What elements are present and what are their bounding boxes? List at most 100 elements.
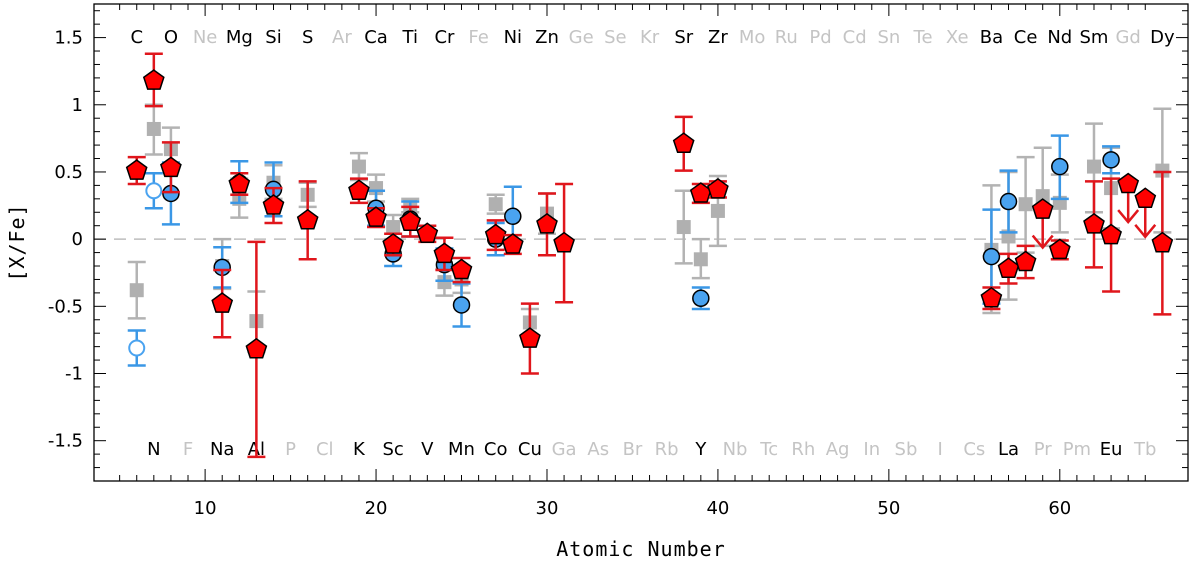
- pentagon-series: [125, 52, 1174, 459]
- element-label-ar: Ar: [332, 27, 352, 48]
- element-label-xe: Xe: [946, 27, 969, 48]
- data-point-pentagon: [672, 132, 695, 153]
- data-point-pentagon: [142, 69, 165, 90]
- y-tick-label: -0.5: [48, 296, 83, 317]
- data-point-square: [1155, 163, 1170, 178]
- data-point-circle: [452, 296, 471, 314]
- upper-limit-arrowhead: [1031, 234, 1054, 250]
- square-series: [127, 103, 1172, 354]
- data-point-pentagon: [433, 242, 456, 264]
- y-axis-ticks: -1.5 -1 -0.5 0 0.5 1 1.5: [48, 10, 1188, 469]
- element-label-sn: Sn: [877, 27, 900, 48]
- element-label-n: N: [147, 439, 160, 460]
- data-point-square: [693, 252, 708, 267]
- element-label-cl: Cl: [316, 439, 334, 460]
- element-label-mo: Mo: [739, 27, 766, 48]
- element-label-si: Si: [265, 27, 281, 48]
- element-label-i: I: [937, 439, 942, 460]
- element-label-pr: Pr: [1034, 439, 1053, 460]
- element-label-ag: Ag: [826, 439, 850, 460]
- data-point-square: [488, 197, 503, 212]
- element-label-ba: Ba: [980, 27, 1003, 48]
- data-point-pentagon: [997, 257, 1020, 278]
- element-label-sm: Sm: [1080, 27, 1109, 48]
- element-label-sr: Sr: [674, 27, 693, 48]
- element-label-rh: Rh: [791, 439, 815, 460]
- data-point-pentagon: [160, 156, 182, 178]
- element-label-ce: Ce: [1014, 27, 1038, 48]
- element-label-ni: Ni: [504, 27, 522, 48]
- data-point-pentagon: [1151, 231, 1174, 253]
- data-point-square: [437, 275, 452, 290]
- y-tick-label: 1: [72, 95, 83, 116]
- data-point-pentagon: [553, 231, 575, 253]
- y-tick-label: -1.5: [48, 431, 83, 452]
- data-point-pentagon: [348, 179, 370, 201]
- data-point-pentagon: [450, 258, 473, 280]
- element-label-ti: Ti: [402, 27, 418, 48]
- element-label-in: In: [863, 439, 880, 460]
- data-point-square: [386, 220, 401, 235]
- y-tick-label: 0: [72, 229, 83, 250]
- element-label-sc: Sc: [382, 439, 403, 460]
- element-label-s: S: [302, 27, 313, 48]
- x-tick-label: 40: [706, 498, 729, 519]
- data-point-pentagon: [296, 208, 319, 230]
- data-point-square: [351, 159, 366, 174]
- data-point-pentagon: [365, 206, 387, 227]
- element-label-gd: Gd: [1115, 27, 1140, 48]
- element-label-la: La: [998, 439, 1019, 460]
- element-label-y: Y: [694, 439, 707, 460]
- x-tick-label: 50: [877, 498, 900, 519]
- element-label-se: Se: [604, 27, 627, 48]
- element-label-br: Br: [623, 439, 643, 460]
- data-point-open-circle: [145, 182, 163, 200]
- data-point-pentagon: [382, 233, 404, 254]
- element-label-rb: Rb: [655, 439, 679, 460]
- data-point-pentagon: [1100, 223, 1122, 245]
- data-point-square: [1018, 197, 1033, 212]
- element-label-eu: Eu: [1100, 439, 1123, 460]
- element-label-k: K: [353, 439, 366, 460]
- data-point-pentagon: [484, 223, 507, 245]
- plot-frame: [93, 3, 1189, 482]
- element-label-cr: Cr: [434, 27, 455, 48]
- element-label-nb: Nb: [723, 439, 748, 460]
- element-label-kr: Kr: [640, 27, 660, 48]
- data-point-open-circle: [128, 339, 146, 357]
- data-point-circle: [1102, 151, 1120, 169]
- data-point-circle: [982, 247, 1001, 266]
- data-point-pentagon: [1014, 250, 1037, 272]
- data-series: [125, 52, 1174, 459]
- element-label-f: F: [183, 439, 193, 460]
- upper-limit-arrowhead: [1134, 224, 1157, 239]
- data-point-square: [676, 220, 691, 235]
- element-label-zn: Zn: [535, 27, 559, 48]
- element-label-dy: Dy: [1150, 27, 1175, 48]
- element-label-mg: Mg: [226, 27, 253, 48]
- x-tick-label: 10: [194, 498, 217, 519]
- element-label-ga: Ga: [552, 439, 577, 460]
- element-label-te: Te: [913, 27, 933, 48]
- element-label-fe: Fe: [468, 27, 488, 48]
- data-point-square: [710, 203, 725, 218]
- data-point-pentagon: [125, 159, 148, 180]
- element-label-cs: Cs: [963, 439, 985, 460]
- data-point-pentagon: [501, 233, 524, 254]
- data-point-circle: [692, 289, 710, 308]
- data-point-pentagon: [1083, 212, 1105, 234]
- element-label-co: Co: [484, 439, 508, 460]
- data-point-pentagon: [519, 327, 541, 348]
- x-tick-label: 20: [365, 498, 388, 519]
- element-label-zr: Zr: [708, 27, 728, 48]
- data-point-pentagon: [536, 212, 558, 234]
- data-point-circle: [504, 207, 522, 226]
- element-label-pd: Pd: [809, 27, 831, 48]
- circle-series: [127, 134, 1121, 367]
- data-point-pentagon: [1031, 198, 1054, 219]
- data-point-square: [146, 121, 161, 136]
- element-label-c: C: [130, 27, 143, 48]
- element-label-mn: Mn: [448, 439, 475, 460]
- element-label-nd: Nd: [1047, 27, 1072, 48]
